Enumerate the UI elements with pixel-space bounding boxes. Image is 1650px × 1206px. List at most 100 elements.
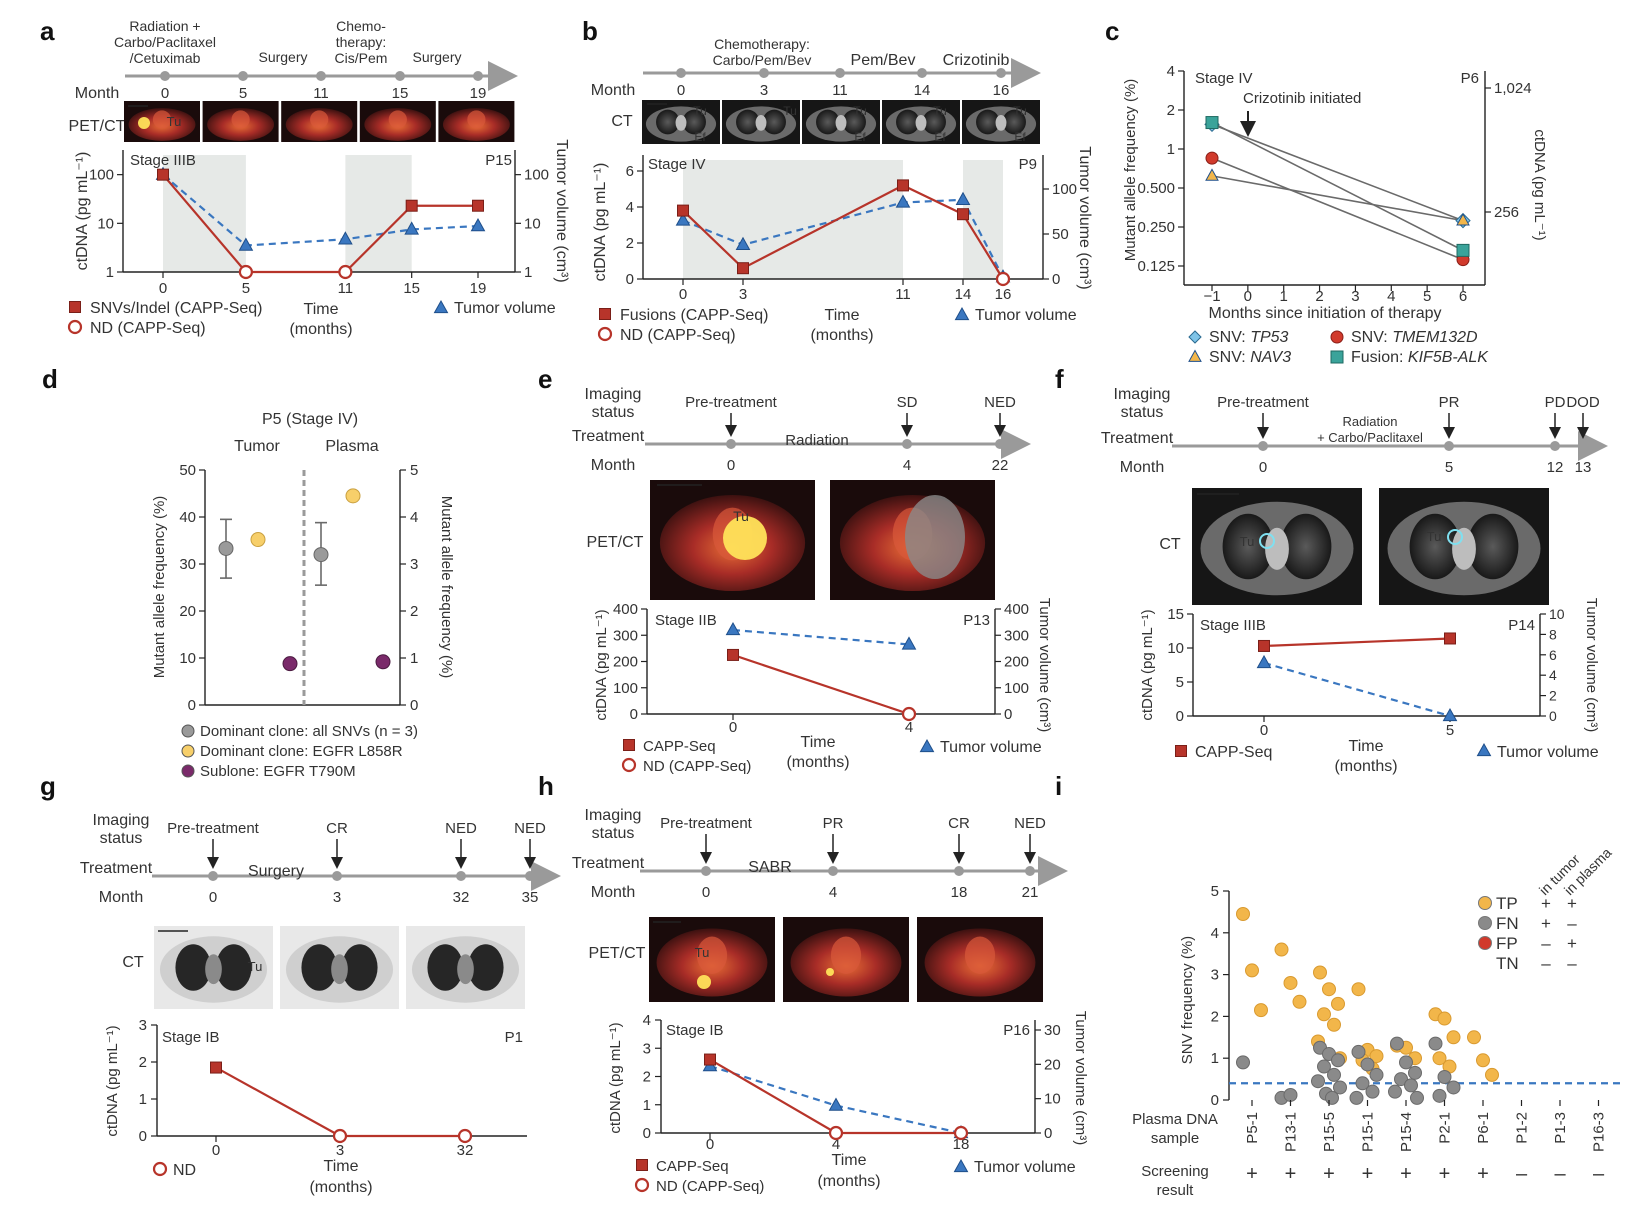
egfr-t790m-point: [282, 656, 298, 672]
x-axis-label: Time: [832, 1152, 867, 1169]
treatment-label: + Carbo/Paclitaxel: [1317, 430, 1423, 445]
ctdna-nd-point: [953, 1125, 969, 1141]
ytick-label: 0: [139, 1128, 147, 1145]
legend-label: Tumor volume: [940, 739, 1042, 756]
imaging-label: CT: [122, 954, 144, 971]
ytick-label: 1: [643, 1097, 651, 1114]
status-label: Pre-treatment: [685, 394, 778, 411]
fn-point: [1236, 1055, 1250, 1070]
ct-image-lung-right: [896, 109, 920, 135]
timeline-node: [1550, 441, 1560, 451]
ytick-label-right: 8: [1549, 626, 1557, 642]
chart-h: 0 1 2 3 4 0 10 20 30 0 4 18 Stage IB P16 ctDNA (pg mL⁻…: [607, 1011, 1089, 1195]
fn-point: [1410, 1090, 1424, 1105]
xtick-label: 14: [955, 286, 972, 303]
ct-image-0-lung-right: [175, 944, 212, 991]
timeline-node: [160, 71, 170, 81]
timeline-month-label: 21: [1022, 884, 1039, 901]
ct-image-lung-right: [976, 109, 1000, 135]
all-snvs-point: [313, 547, 329, 563]
group-label-plasma: Plasma: [325, 438, 378, 455]
timeline-event-label: Carbo/Pem/Bev: [713, 52, 812, 68]
y-axis-label-right: Tumor volume (cm³): [1072, 1011, 1089, 1145]
y-axis-label-left: Mutant allele frequency (%): [1122, 79, 1139, 262]
panel-i: i 0 1 2 3 4 5 P5-1 + P13-1 + P15-5 + P15-1 + P15-4 + P2-…: [1055, 771, 1625, 1199]
sample-label: P15-4: [1398, 1112, 1415, 1152]
status-label: NED: [514, 820, 546, 837]
patient-label: P16: [1003, 1022, 1030, 1039]
fn-point: [1369, 1067, 1384, 1082]
ctdna-point: [727, 648, 739, 661]
xtick-label: 18: [953, 1136, 970, 1153]
tp-point: [1369, 1049, 1384, 1064]
legend-marker-tumor: [954, 306, 970, 321]
ytick-label: 2: [643, 1069, 651, 1086]
timeline-event-label: Cis/Pem: [335, 50, 388, 66]
xtick-label: 4: [832, 1136, 840, 1153]
treatment-shading: [963, 160, 1003, 279]
ytick-label-right: 5: [410, 462, 418, 479]
stage-label: Stage IIIB: [130, 152, 196, 169]
y-axis-label-left: ctDNA (pg mL⁻¹): [1139, 609, 1156, 720]
imaging-label: PET/CT: [587, 534, 644, 551]
timeline-node: [1578, 441, 1588, 451]
annotation-label: Crizotinib initiated: [1243, 90, 1361, 107]
ctdna-nd-point: [901, 706, 917, 722]
fn-point: [1428, 1036, 1443, 1051]
timeline-month-label: 11: [313, 85, 329, 102]
xtick-label: 32: [457, 1142, 474, 1159]
ct-image-lung-left: [1002, 109, 1026, 135]
legend-marker-nd: [634, 1177, 650, 1193]
ct-image-1-mediastinum: [331, 954, 348, 985]
pet-image-mediastinum: [467, 110, 486, 129]
timeline-month-label: 3: [760, 82, 768, 99]
screening-result: +: [1246, 1163, 1258, 1185]
panel-d: d 0 10 20 30 40 50 0 1 2 3 4 5 P5 (Stage IV) Tumor Pla…: [42, 364, 455, 780]
row-label-status: status: [592, 825, 635, 842]
pet-image-mediastinum: [231, 110, 250, 129]
ctdna-nd-point: [995, 271, 1011, 287]
x-axis-label: (months): [289, 321, 352, 338]
ct-image-0-mediastinum: [205, 954, 222, 985]
fn-point: [1327, 1067, 1341, 1082]
legend-marker-nav3: [1188, 349, 1202, 362]
legend-tumor-sign: –: [1541, 954, 1551, 973]
legend-label: SNVs/Indel (CAPP-Seq): [90, 300, 263, 317]
ytick-label: 40: [179, 509, 196, 526]
timeline-event-label: Chemotherapy:: [714, 36, 810, 52]
screening-result: +: [1323, 1163, 1335, 1185]
legend-label: TP: [1496, 894, 1518, 913]
images-h: PET/CT Tu: [589, 917, 1043, 1002]
ctdna-nd-point: [332, 1128, 348, 1144]
timeline-month-label: 12: [1547, 459, 1564, 476]
pet-image-0-mediastinum: [696, 936, 728, 974]
ytick-label: 15: [1167, 606, 1184, 623]
legend-label: Tumor volume: [454, 300, 556, 317]
xtick-label: 3: [336, 1142, 344, 1159]
ytick-label-right: 200: [1004, 654, 1029, 671]
status-label: Pre-treatment: [167, 820, 260, 837]
chart-b-ytick-label-right: 100: [1052, 181, 1077, 198]
legend-marker: [181, 724, 195, 738]
ytick-label: 4: [643, 1012, 651, 1029]
xtick-label: 3: [1351, 288, 1359, 305]
legend-tumor-sign: +: [1541, 894, 1551, 913]
timeline-node: [1444, 441, 1454, 451]
ytick-label-right: 20: [1044, 1056, 1061, 1073]
chart-a-ytick-label-right: 1: [524, 264, 532, 281]
legend-label: Tumor volume: [974, 1159, 1076, 1176]
stage-label: Stage IV: [1195, 70, 1253, 87]
treatment-label: Radiation: [785, 432, 848, 449]
ctdna-line: [1263, 637, 1451, 648]
row-label-treatment: Treatment: [572, 855, 645, 872]
row-label-screen: result: [1157, 1182, 1195, 1199]
chart-d: 0 10 20 30 40 50 0 1 2 3 4 5 P5 (Stage IV) Tumor Plasm…: [151, 411, 455, 780]
ctdna-point: [704, 1053, 716, 1066]
xtick-label: 11: [895, 286, 911, 303]
patient-label: P9: [1019, 156, 1037, 173]
